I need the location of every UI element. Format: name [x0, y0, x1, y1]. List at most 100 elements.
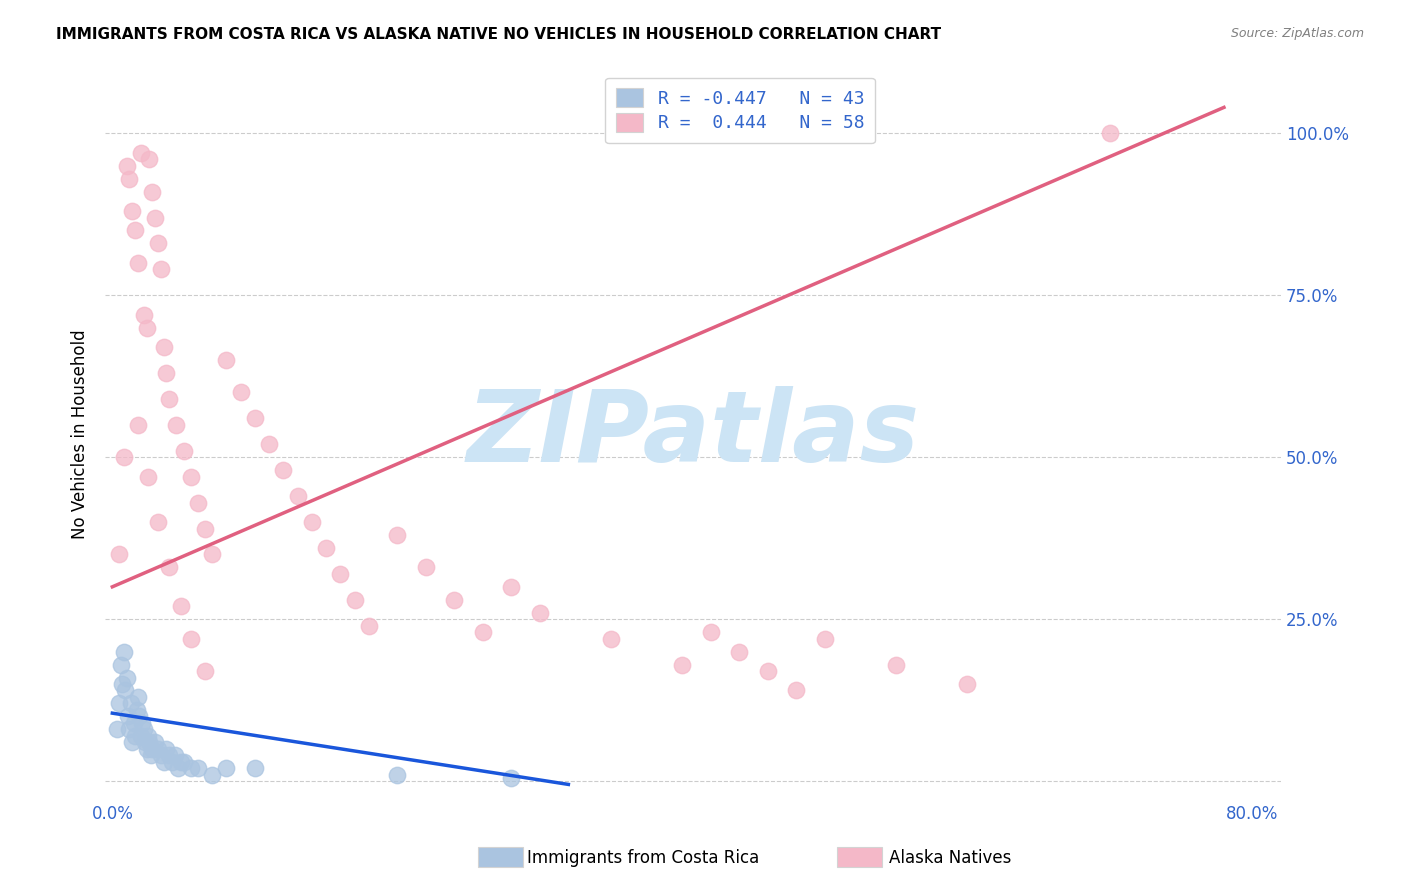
Point: [173, 755, 195, 769]
Point: [141, 185, 163, 199]
Point: [157, 392, 180, 406]
Point: [180, 469, 202, 483]
Point: [343, 592, 366, 607]
Point: [108, 697, 131, 711]
Point: [600, 632, 623, 646]
Point: [160, 755, 183, 769]
Point: [122, 715, 145, 730]
Point: [155, 366, 177, 380]
Point: [138, 153, 160, 167]
Point: [180, 632, 202, 646]
Point: [671, 657, 693, 672]
Point: [756, 664, 779, 678]
Point: [273, 463, 295, 477]
Point: [194, 664, 217, 678]
Point: [135, 741, 157, 756]
Text: ZIPatlas: ZIPatlas: [467, 386, 920, 483]
Point: [125, 703, 148, 717]
Point: [124, 223, 146, 237]
Point: [415, 560, 437, 574]
Point: [149, 262, 172, 277]
Y-axis label: No Vehicles in Household: No Vehicles in Household: [72, 330, 89, 540]
Text: Source: ZipAtlas.com: Source: ZipAtlas.com: [1230, 27, 1364, 40]
Point: [243, 411, 266, 425]
Point: [127, 417, 149, 432]
Point: [814, 632, 837, 646]
Point: [121, 204, 143, 219]
Point: [501, 580, 523, 594]
Point: [124, 729, 146, 743]
Text: Immigrants from Costa Rica: Immigrants from Costa Rica: [527, 849, 759, 867]
Point: [129, 729, 152, 743]
Point: [180, 761, 202, 775]
Point: [194, 522, 217, 536]
Point: [149, 748, 172, 763]
Point: [166, 417, 188, 432]
Point: [785, 683, 807, 698]
Point: [110, 657, 132, 672]
Point: [157, 748, 180, 763]
Point: [173, 443, 195, 458]
Point: [134, 735, 156, 749]
Point: [114, 683, 136, 698]
Point: [215, 761, 238, 775]
Point: [229, 385, 252, 400]
Point: [146, 741, 169, 756]
Point: [287, 489, 309, 503]
Point: [118, 171, 141, 186]
Point: [121, 735, 143, 749]
Point: [111, 677, 134, 691]
Point: [387, 528, 409, 542]
Point: [108, 548, 131, 562]
Point: [136, 729, 159, 743]
Point: [138, 735, 160, 749]
Point: [170, 599, 193, 614]
Point: [167, 761, 190, 775]
Point: [187, 495, 209, 509]
Point: [143, 735, 166, 749]
Point: [146, 236, 169, 251]
Point: [357, 618, 380, 632]
Point: [443, 592, 465, 607]
Point: [115, 671, 138, 685]
Legend: R = -0.447   N = 43, R =  0.444   N = 58: R = -0.447 N = 43, R = 0.444 N = 58: [605, 78, 875, 144]
Point: [129, 145, 152, 160]
Point: [131, 715, 153, 730]
Point: [884, 657, 907, 672]
Point: [112, 450, 135, 465]
Point: [115, 159, 138, 173]
Point: [700, 625, 723, 640]
Point: [132, 308, 155, 322]
Point: [136, 469, 159, 483]
Point: [529, 606, 551, 620]
Point: [201, 768, 224, 782]
Point: [215, 353, 238, 368]
Point: [387, 768, 409, 782]
Point: [105, 723, 128, 737]
Point: [152, 340, 174, 354]
Point: [152, 755, 174, 769]
Point: [155, 741, 177, 756]
Point: [301, 515, 323, 529]
Point: [139, 748, 162, 763]
Point: [146, 515, 169, 529]
Point: [112, 645, 135, 659]
Point: [143, 211, 166, 225]
Point: [118, 723, 141, 737]
Point: [315, 541, 337, 555]
Point: [170, 755, 193, 769]
Point: [728, 645, 751, 659]
Point: [187, 761, 209, 775]
Point: [501, 771, 523, 785]
Point: [141, 741, 163, 756]
Point: [243, 761, 266, 775]
Point: [117, 709, 139, 723]
Point: [163, 748, 186, 763]
Point: [128, 709, 150, 723]
Point: [1098, 126, 1121, 140]
Point: [132, 723, 155, 737]
Point: [329, 566, 352, 581]
Point: [956, 677, 979, 691]
Point: [120, 697, 142, 711]
Point: [157, 560, 180, 574]
